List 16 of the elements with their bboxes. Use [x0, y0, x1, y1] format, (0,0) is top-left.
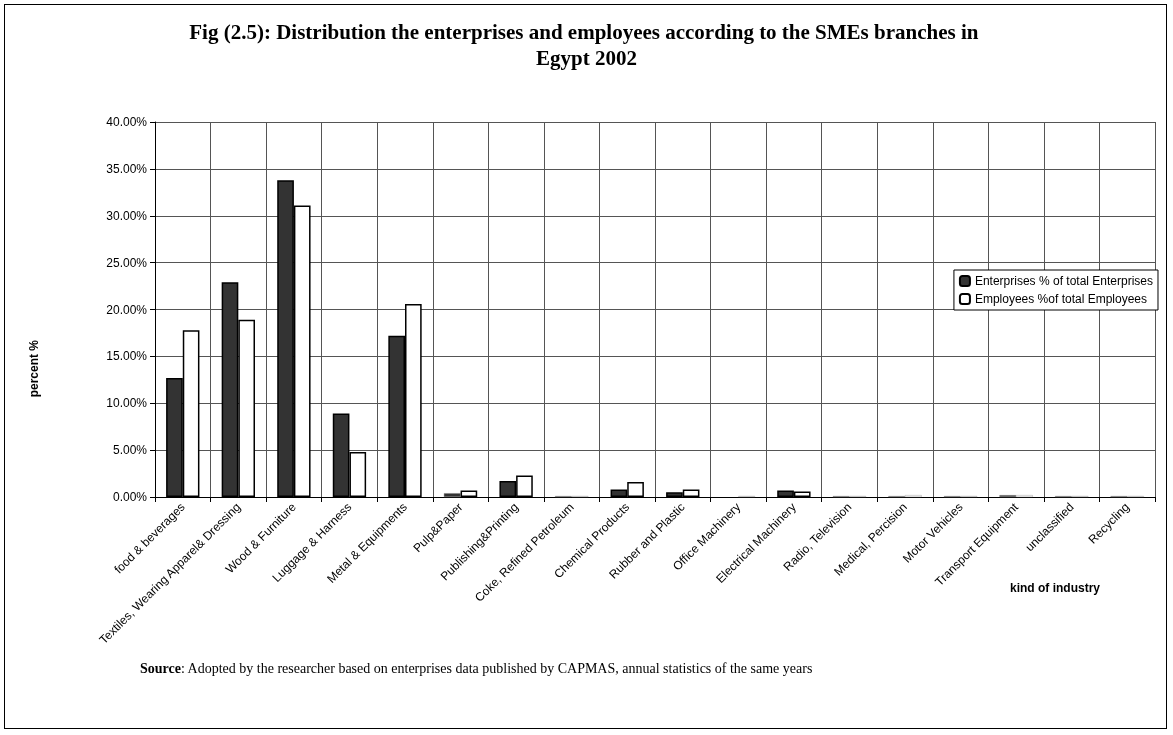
y-tick-label: 15.00%	[106, 349, 148, 364]
x-axis-title: kind of industry	[1010, 581, 1101, 595]
legend-label: Employees %of total Employees	[974, 292, 1148, 306]
y-tick-label: 30.00%	[106, 208, 148, 223]
y-tick-label: 0.00%	[112, 490, 148, 504]
chart-title: Fig (2.5): Distribution the enterprises and employees according to the SMEs branches in Egypt 2002	[189, 20, 984, 70]
bar	[443, 493, 461, 497]
y-tick-label: 20.00%	[106, 302, 148, 317]
legend-label: Enterprises % of total Enterprises	[974, 274, 1153, 288]
y-tick-label: 35.00%	[106, 161, 148, 176]
y-tick-label: 10.00%	[106, 396, 148, 411]
y-tick-label: 5.00%	[112, 443, 148, 458]
y-tick-label: 40.00%	[106, 115, 148, 129]
y-tick-label: 25.00%	[106, 255, 148, 270]
y-axis-title: percent %	[27, 339, 41, 398]
source-note: Source: Adopted by the researcher based on enterprises data published by CAPMAS, annual statistics of the same years	[140, 660, 814, 677]
